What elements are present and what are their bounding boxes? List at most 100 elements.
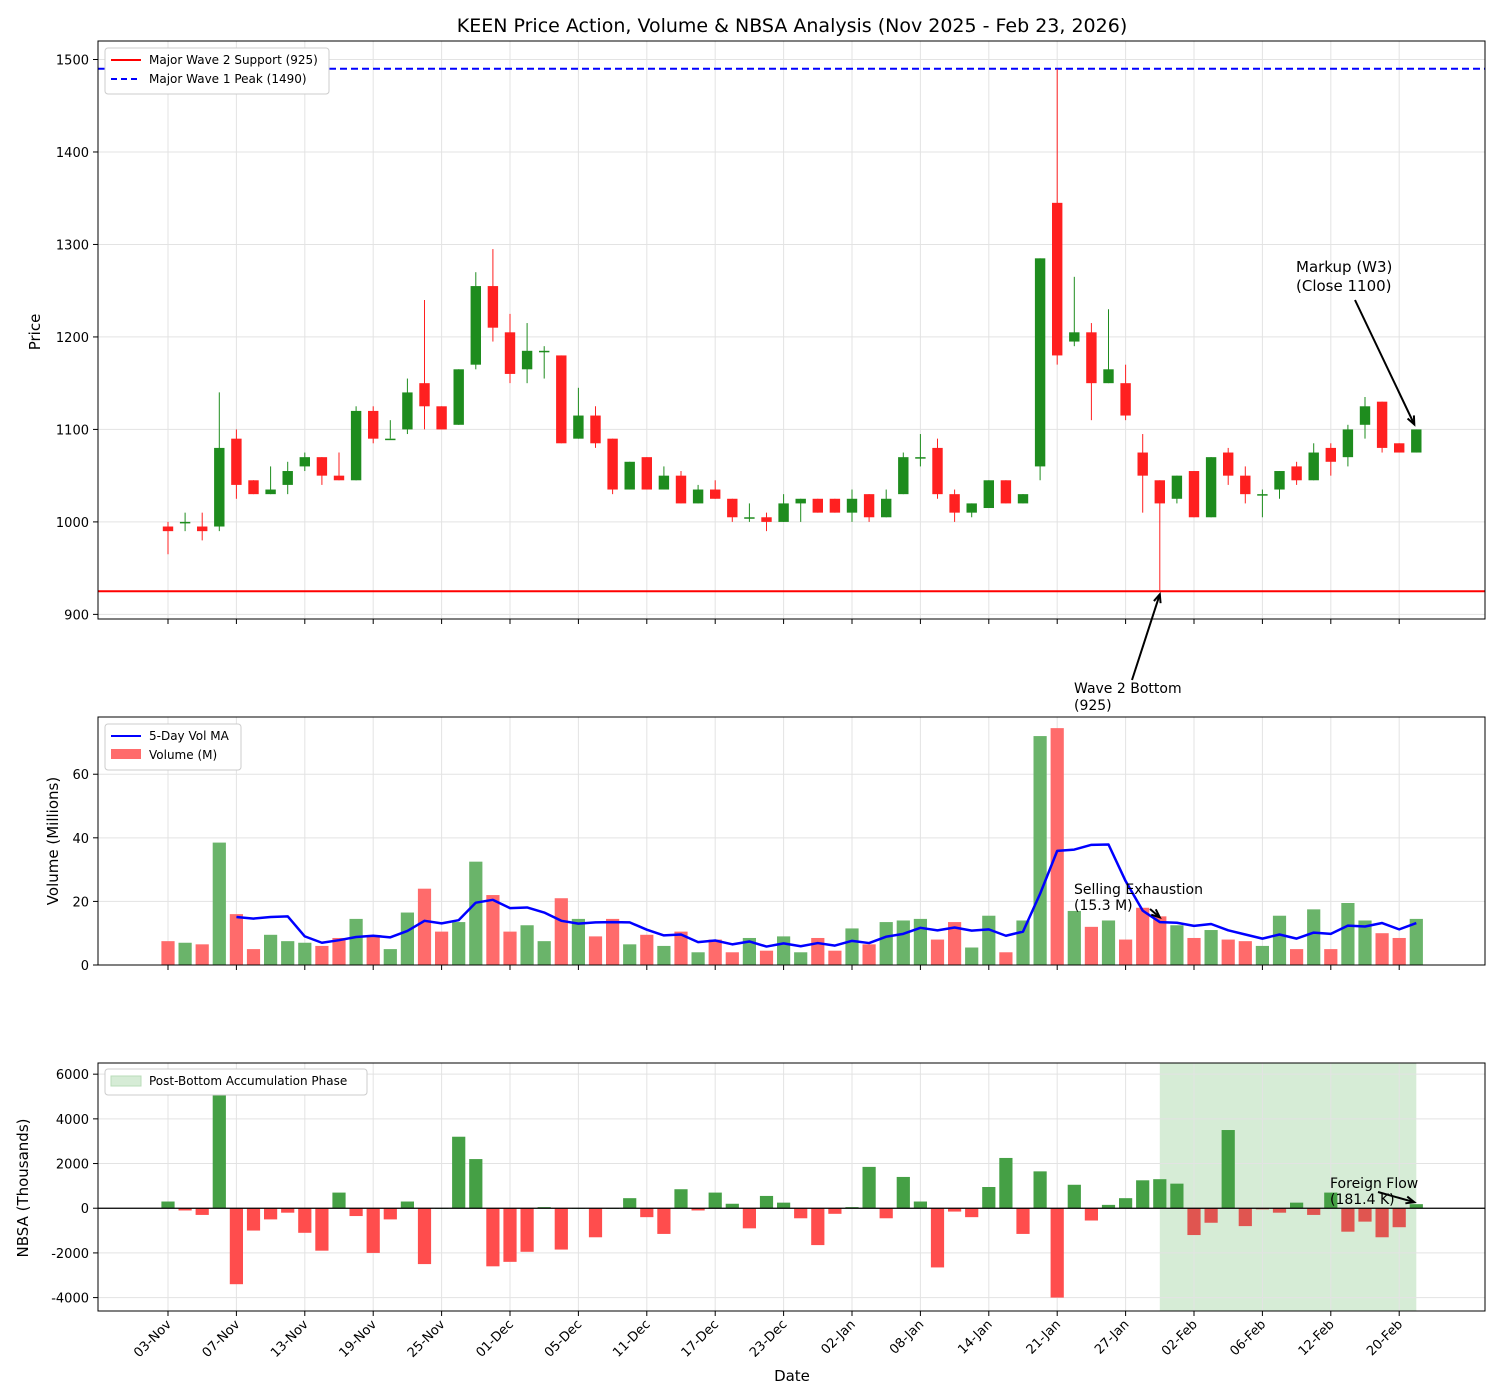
price-y-tick-label: 1500 [56,53,89,68]
candle-body [1376,401,1388,448]
candle-body [590,415,601,444]
volume-bar [896,920,910,965]
nbsa-bar [640,1208,654,1218]
nbsa-y-tick-label: 2000 [56,1158,89,1173]
volume-bar [1101,920,1116,965]
candle-body [1411,429,1422,453]
nbsa-bar [383,1208,397,1220]
candle-body [1205,457,1217,518]
candle-body [385,438,396,441]
x-axis-label: Date [774,1367,810,1385]
x-tick-label: 21-Jan [1024,1317,1064,1357]
nbsa-annotations: Foreign Flow(181.4 K) [1330,1176,1418,1208]
markup-annotation-label: Markup (W3) [1296,258,1392,276]
candle-body [1240,475,1251,495]
nbsa-bar [195,1208,209,1215]
nbsa-bar [1375,1208,1389,1238]
x-tick-label: 20-Feb [1364,1317,1406,1359]
nbsa-bar [1272,1208,1287,1213]
nbsa-bar [1392,1208,1406,1228]
foreign-flow-label: Foreign Flow [1330,1176,1418,1192]
candle-body [1000,480,1012,504]
nbsa-legend: Post-Bottom Accumulation Phase [104,1068,368,1096]
volume-bar [1392,937,1406,965]
foreign-flow-arrow-line [1377,1191,1415,1204]
chart-title: KEEN Price Action, Volume & NBSA Analysi… [457,15,1127,37]
nbsa-bar [332,1192,346,1209]
nbsa-y-tick-label: 0 [81,1202,89,1217]
volume-y-tick-label: 60 [72,768,89,783]
volume-bars [161,728,1423,965]
candle-body [744,517,755,519]
volume-bar [383,949,397,965]
volume-bar [1358,920,1372,965]
price-legend-box [104,47,330,95]
volume-bar [435,931,449,965]
foreign-flow-sub: (181.4 K) [1330,1192,1395,1208]
nbsa-bar [503,1208,517,1262]
nbsa-bar [759,1195,774,1209]
volume-bar [913,918,927,965]
candle-body [316,457,328,476]
candle-body [1291,466,1302,481]
nbsa-bar [623,1198,637,1209]
volume-bar [1255,945,1269,965]
nbsa-bar [417,1208,432,1265]
nbsa-bar [913,1201,927,1209]
selling-exhaustion-label: Selling Exhaustion [1074,882,1203,898]
volume-bar [588,936,603,965]
volume-bar [571,918,585,965]
volume-bar [520,925,534,965]
volume-bar [1084,926,1098,965]
nbsa-bar [674,1189,688,1209]
nbsa-bar [1119,1198,1133,1209]
nbsa-bar [725,1203,739,1209]
candle-body [521,350,533,370]
price-y-ticks: 900 1000 1100 1200 1300 1400 1500 [56,53,98,623]
wave2-arrow-head [1153,591,1162,604]
markup-arrow-line [1354,299,1416,425]
volume-bar [1238,941,1252,965]
nbsa-bar [828,1208,842,1214]
nbsa-bar [452,1136,466,1209]
volume-bar [1033,736,1047,965]
nbsa-panel: -4000 -2000 0 2000 4000 6000 03-Nov 07-Nov 13-N… [14,1062,1486,1385]
candle-body [1154,480,1165,504]
price-grid [98,41,1485,619]
volume-bar [212,842,226,965]
price-candles [162,68,1422,592]
nbsa-bar [965,1208,979,1218]
volume-bar [948,922,962,965]
volume-bar [469,861,483,965]
volume-bar [229,914,243,965]
nbsa-bar [1136,1180,1150,1209]
nbsa-bar [1033,1171,1047,1209]
nbsa-bar [999,1157,1013,1209]
volume-bar [691,952,705,965]
candle-body [846,498,858,513]
volume-bar [1136,907,1150,965]
candle-body [1034,258,1046,467]
nbsa-bar [212,1074,226,1209]
volume-bar [1221,939,1235,965]
nbsa-plot-frame [97,1062,1486,1312]
nbsa-bar [1016,1208,1030,1234]
nbsa-bar [486,1208,500,1267]
candle-body [1137,452,1148,476]
x-tick-label: 27-Jan [1092,1317,1132,1357]
volume-annotations: Selling Exhaustion(15.3 M) [1074,882,1203,920]
volume-bar [930,939,945,965]
nbsa-bar [1358,1208,1372,1222]
price-y-tick-label: 1000 [56,516,89,531]
volume-y-ticks: 0 20 40 60 [72,768,98,974]
candle-body [812,498,823,513]
candle-body [658,475,670,490]
candle-body [470,286,481,365]
candle-body [436,406,447,430]
price-x-ticks [167,619,1400,624]
volume-bar [332,937,346,965]
candle-body [898,457,909,495]
volume-bar [1341,903,1355,965]
x-tick-label: 05-Dec [542,1317,585,1360]
nbsa-bar [1187,1208,1201,1236]
